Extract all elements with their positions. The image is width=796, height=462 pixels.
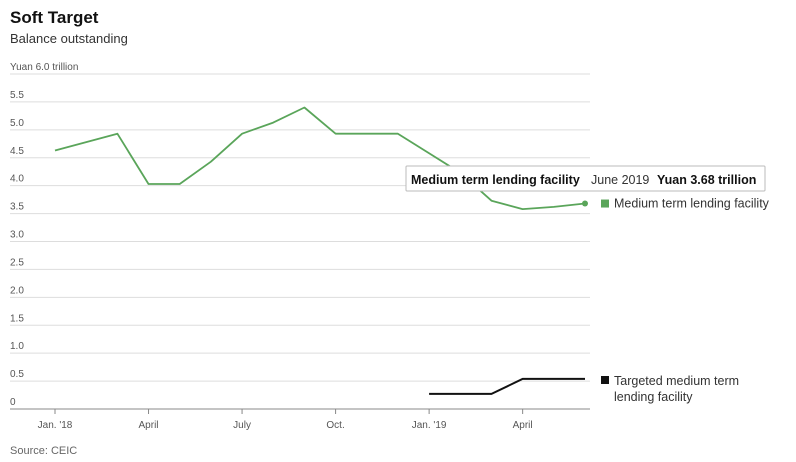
y-tick-label: 0.5 — [10, 369, 24, 380]
y-tick-label: 1.5 — [10, 313, 24, 324]
legend-swatch-1 — [601, 199, 609, 208]
x-tick-label: July — [233, 420, 251, 431]
y-tick-label: 5.0 — [10, 118, 24, 129]
x-axis-ticks: Jan. '18 April July Oct. Jan. '19 April — [38, 409, 533, 431]
chart-subtitle: Balance outstanding — [10, 31, 128, 46]
series-lines — [54, 106, 588, 395]
legend-label-1: Medium term lending facility — [614, 197, 770, 211]
x-tick-label: Jan. '18 — [38, 420, 73, 431]
tooltip-series: Medium term lending facility — [411, 173, 580, 187]
x-tick-label: April — [513, 420, 533, 431]
x-tick-label: Oct. — [326, 420, 344, 431]
y-tick-label: 0 — [10, 397, 16, 408]
x-tick-label: April — [139, 420, 159, 431]
y-tick-label: 2.5 — [10, 257, 24, 268]
tooltip-date: June 2019 — [591, 173, 649, 187]
y-tick-label: 1.0 — [10, 341, 24, 352]
grid-lines — [10, 73, 590, 410]
y-tick-label: 3.0 — [10, 230, 24, 241]
tooltip-box — [405, 165, 766, 192]
y-tick-label: 4.0 — [10, 174, 24, 185]
y-axis-ticks: Yuan 6.0 trillion 5.5 5.0 4.5 4.0 3.5 3.0 2.5 2.… — [10, 62, 78, 408]
legend-swatch-2 — [601, 376, 609, 384]
series-line-2 — [429, 377, 585, 395]
tooltip: Medium term lending facility June 2019 Yua… — [405, 165, 766, 192]
tooltip-value: Yuan 3.68 trillion — [657, 173, 756, 187]
source-note: Source: CEIC — [10, 445, 78, 457]
x-tick-label: Jan. '19 — [412, 420, 447, 431]
chart-title: Soft Target — [10, 8, 99, 27]
series-line-1 — [54, 106, 586, 211]
highlight-point[interactable] — [582, 200, 588, 207]
y-tick-label: 5.5 — [10, 90, 24, 101]
legend-label-2-line: Targeted medium term — [614, 374, 739, 388]
y-tick-label: 4.5 — [10, 146, 24, 157]
legend: Medium term lending facility Targeted med… — [601, 197, 770, 404]
y-tick-label: Yuan 6.0 trillion — [10, 62, 78, 73]
legend-label-2-line: lending facility — [614, 390, 693, 404]
y-tick-label: 2.0 — [10, 285, 24, 296]
y-tick-label: 3.5 — [10, 202, 24, 213]
